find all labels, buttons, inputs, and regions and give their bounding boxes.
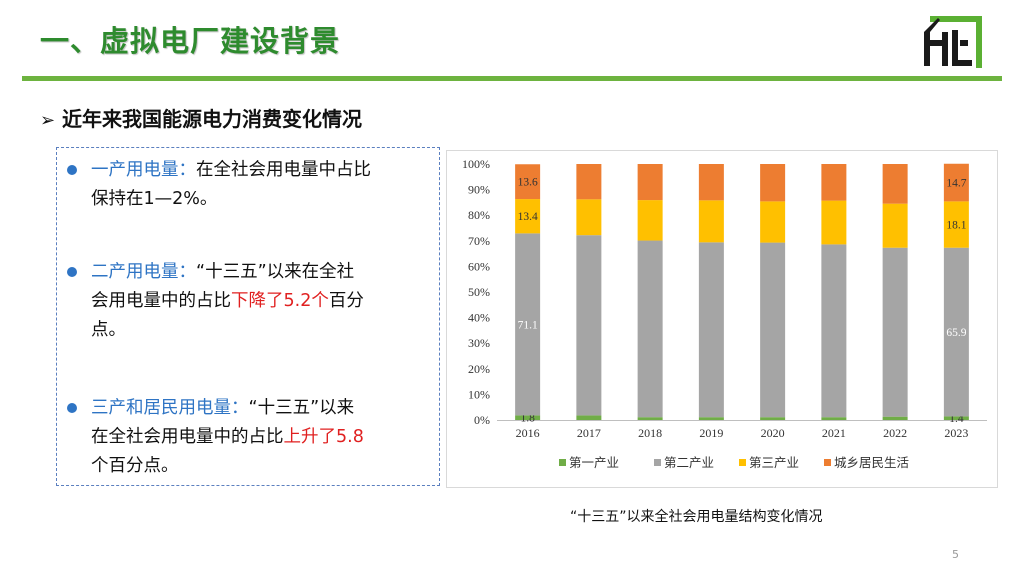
bullet-dot-icon — [67, 403, 77, 413]
bar-segment — [760, 242, 786, 418]
bullet-label: 一产用电量： — [91, 160, 196, 180]
bar-segment — [943, 201, 969, 248]
bar-segment — [760, 417, 786, 420]
y-tick-label: 20% — [468, 362, 490, 376]
bullet-dot-icon — [67, 267, 77, 277]
y-tick-label: 50% — [468, 285, 490, 299]
y-tick-label: 30% — [468, 336, 490, 350]
x-tick-label: 2019 — [699, 426, 723, 440]
x-tick-label: 2020 — [761, 426, 785, 440]
legend-swatch — [824, 459, 831, 466]
bullet-secondary-industry: 二产用电量：“十三五”以来在全社 会用电量中的占比下降了5.2个百分 点。 — [67, 258, 432, 345]
bar-segment — [576, 415, 602, 420]
bar-segment — [637, 164, 663, 201]
bullet-label: 二产用电量： — [91, 262, 196, 282]
bullet-text: 个百分点。 — [91, 456, 179, 476]
bullet-text: 在全社会用电量中的占比 — [91, 427, 284, 447]
bar-segment — [576, 164, 602, 200]
y-tick-label: 80% — [468, 208, 490, 222]
bar-segment — [576, 235, 602, 416]
y-tick-label: 0% — [474, 413, 490, 427]
legend-swatch — [739, 459, 746, 466]
y-tick-label: 100% — [462, 157, 490, 171]
bar-segment — [882, 164, 908, 204]
chart-frame: 0% 10% 20% 30% 40% 50% 60% 70% 80% 90% 100% 1.8 71.1… — [446, 150, 998, 488]
bar-segment — [576, 199, 602, 236]
bar-segment — [515, 233, 541, 416]
bar-segment — [943, 416, 969, 420]
bar-segment — [637, 200, 663, 241]
x-tick-label: 2018 — [638, 426, 662, 440]
stacked-bar-chart: 0% 10% 20% 30% 40% 50% 60% 70% 80% 90% 100% 1.8 71.1… — [462, 157, 987, 470]
legend-label: 第三产业 — [749, 456, 799, 470]
bar-segment — [698, 200, 724, 243]
bar-segment — [760, 164, 786, 202]
y-tick-label: 90% — [468, 183, 490, 197]
x-tick-label: 2022 — [883, 426, 907, 440]
title-divider — [22, 76, 1002, 81]
bar-segment — [821, 200, 847, 245]
bar-segment — [637, 240, 663, 418]
bar-segment — [882, 416, 908, 420]
y-tick-label: 40% — [468, 311, 490, 325]
highlight-decrease: 下降了5.2个 — [231, 291, 329, 311]
bar-segment — [943, 247, 969, 417]
data-label: 13.6 — [518, 177, 538, 189]
bar-segment — [515, 415, 541, 420]
bar-segment — [515, 164, 541, 200]
chart-caption: “十三五”以来全社会用电量结构变化情况 — [570, 509, 823, 525]
page-title: 一、虚拟电厂建设背景 — [40, 24, 341, 58]
data-label: 14.7 — [946, 178, 966, 190]
data-label: 65.9 — [946, 327, 966, 339]
bullet-text: 点。 — [91, 320, 126, 340]
bar-segment — [637, 417, 663, 420]
bullet-text: 会用电量中的占比 — [91, 291, 231, 311]
bar-segment — [943, 163, 969, 202]
legend-swatch — [654, 459, 661, 466]
bar-segment — [760, 201, 786, 243]
summary-textbox: 一产用电量：在全社会用电量中占比 保持在1—2%。 二产用电量：“十三五”以来在… — [56, 147, 440, 486]
legend-label: 城乡居民生活 — [834, 456, 909, 470]
x-tick-label: 2016 — [516, 426, 540, 440]
bar-segment — [882, 247, 908, 417]
legend-label: 第二产业 — [664, 456, 714, 470]
bullet-text: 百分 — [328, 291, 364, 311]
data-label: 13.4 — [518, 211, 538, 223]
section-heading-text: 近年来我国能源电力消费变化情况 — [62, 107, 362, 131]
company-logo — [924, 16, 982, 68]
x-tick-label: 2017 — [577, 426, 601, 440]
x-tick-label: 2021 — [822, 426, 846, 440]
bar-segment — [821, 417, 847, 420]
bar-segment — [698, 242, 724, 418]
bar-segment — [515, 199, 541, 234]
bullet-text: 在全社会用电量中占比 — [196, 160, 371, 180]
legend-swatch — [559, 459, 566, 466]
bullet-text: “十三五”以来 — [248, 398, 355, 418]
bullet-label: 三产和居民用电量： — [91, 398, 249, 418]
bar-segment — [698, 417, 724, 420]
bar-segment — [882, 203, 908, 248]
bullet-text: 保持在1—2%。 — [91, 189, 218, 209]
legend-label: 第一产业 — [569, 456, 619, 470]
bar-segment — [821, 244, 847, 418]
bullet-text: “十三五”以来在全社 — [196, 262, 355, 282]
y-tick-label: 10% — [468, 387, 490, 401]
bullet-tertiary-residential: 三产和居民用电量：“十三五”以来 在全社会用电量中的占比上升了5.8 个百分点。 — [67, 394, 432, 481]
bullet-dot-icon — [67, 165, 77, 175]
bullet-primary-industry: 一产用电量：在全社会用电量中占比 保持在1—2%。 — [67, 156, 432, 214]
page-number: 5 — [952, 548, 959, 561]
data-label: 1.8 — [520, 413, 535, 425]
data-label: 71.1 — [518, 319, 538, 331]
bar-segment — [698, 164, 724, 201]
y-tick-label: 70% — [468, 234, 490, 248]
highlight-increase: 上升了5.8 — [283, 427, 364, 447]
x-tick-label: 2023 — [944, 426, 968, 440]
y-tick-label: 60% — [468, 259, 490, 273]
data-label: 18.1 — [946, 220, 966, 232]
bar-segment — [821, 164, 847, 201]
arrow-bullet-icon: ➢ — [40, 110, 56, 131]
section-heading: ➢ 近年来我国能源电力消费变化情况 — [40, 103, 362, 132]
